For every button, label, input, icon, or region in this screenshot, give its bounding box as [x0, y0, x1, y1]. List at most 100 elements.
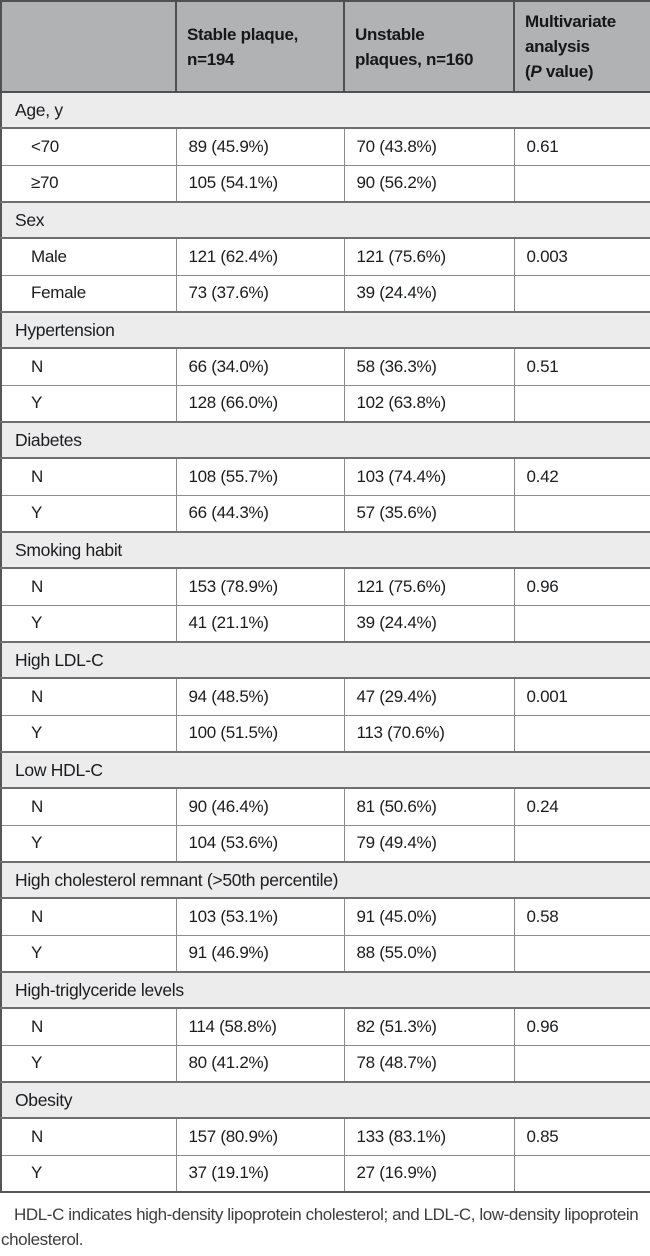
header-line: Unstable	[355, 24, 425, 44]
unstable-count-cell: 102 (63.8%)	[343, 384, 515, 423]
row-label-cell: Y	[0, 494, 177, 533]
row-label-cell: ≥70	[0, 164, 177, 203]
p-value-cell	[513, 164, 650, 203]
stable-count-cell: 41 (21.1%)	[175, 604, 345, 643]
stable-count-cell: 66 (34.0%)	[175, 347, 345, 386]
section-label: Sex	[1, 201, 650, 239]
stable-count-cell: 66 (44.3%)	[175, 494, 345, 533]
header-row: Stable plaque, n=194 Unstable plaques, n…	[0, 0, 650, 93]
table-row: Y 100 (51.5%) 113 (70.6%)	[0, 714, 650, 753]
unstable-count-cell: 113 (70.6%)	[343, 714, 515, 753]
stable-count-cell: 90 (46.4%)	[175, 787, 345, 826]
row-label-cell: N	[0, 457, 177, 496]
header-line: Stable plaque,	[187, 24, 299, 44]
p-value-cell: 0.96	[513, 1007, 650, 1046]
section-label: High LDL-C	[1, 641, 650, 679]
p-value-cell: 0.001	[513, 677, 650, 716]
row-label-cell: N	[0, 897, 177, 936]
p-value-cell	[513, 934, 650, 973]
stable-count-cell: 153 (78.9%)	[175, 567, 345, 606]
table-body: Age, y <70 89 (45.9%) 70 (43.8%) 0.61 ≥70 105 …	[0, 91, 650, 1193]
section-row: Smoking habit	[1, 531, 650, 569]
section-row: Low HDL-C	[1, 751, 650, 789]
table-row: Male 121 (62.4%) 121 (75.6%) 0.003	[0, 237, 650, 276]
unstable-count-cell: 121 (75.6%)	[343, 567, 515, 606]
section-label: Hypertension	[1, 311, 650, 349]
p-value-cell: 0.51	[513, 347, 650, 386]
table-row: Y 80 (41.2%) 78 (48.7%)	[0, 1044, 650, 1083]
unstable-count-cell: 88 (55.0%)	[343, 934, 515, 973]
p-value-cell	[513, 1154, 650, 1193]
unstable-count-cell: 79 (49.4%)	[343, 824, 515, 863]
stable-count-cell: 91 (46.9%)	[175, 934, 345, 973]
row-label-cell: Y	[0, 1154, 177, 1193]
row-label-cell: N	[0, 567, 177, 606]
stable-count-cell: 37 (19.1%)	[175, 1154, 345, 1193]
section-label: High-triglyceride levels	[1, 971, 650, 1009]
p-value-cell	[513, 824, 650, 863]
unstable-count-cell: 58 (36.3%)	[343, 347, 515, 386]
column-header-multivariate-analysis: Multivariate analysis (P value)	[513, 0, 650, 93]
row-label-cell: Y	[0, 384, 177, 423]
row-label-cell: N	[0, 1117, 177, 1156]
row-label-cell: Y	[0, 714, 177, 753]
section-label: Low HDL-C	[1, 751, 650, 789]
table-row: ≥70 105 (54.1%) 90 (56.2%)	[0, 164, 650, 203]
section-row: High cholesterol remnant (>50th percenti…	[1, 861, 650, 899]
row-label-cell: Y	[0, 1044, 177, 1083]
section-row: Sex	[1, 201, 650, 239]
unstable-count-cell: 82 (51.3%)	[343, 1007, 515, 1046]
p-value-cell	[513, 274, 650, 313]
unstable-count-cell: 57 (35.6%)	[343, 494, 515, 533]
section-row: Hypertension	[1, 311, 650, 349]
section-row: Age, y	[1, 91, 650, 129]
header-line: Multivariate	[525, 12, 616, 31]
row-label-cell: Y	[0, 824, 177, 863]
table-row: N 157 (80.9%) 133 (83.1%) 0.85	[0, 1117, 650, 1156]
section-row: High-triglyceride levels	[1, 971, 650, 1009]
unstable-count-cell: 39 (24.4%)	[343, 274, 515, 313]
section-label: Smoking habit	[1, 531, 650, 569]
stable-count-cell: 73 (37.6%)	[175, 274, 345, 313]
row-label-cell: Y	[0, 934, 177, 973]
p-value-cell	[513, 714, 650, 753]
row-label-cell: N	[0, 1007, 177, 1046]
unstable-count-cell: 90 (56.2%)	[343, 164, 515, 203]
p-italic: P	[530, 62, 542, 81]
unstable-count-cell: 103 (74.4%)	[343, 457, 515, 496]
table-row: Y 91 (46.9%) 88 (55.0%)	[0, 934, 650, 973]
table-row: N 114 (58.8%) 82 (51.3%) 0.96	[0, 1007, 650, 1046]
section-label: Diabetes	[1, 421, 650, 459]
stable-count-cell: 94 (48.5%)	[175, 677, 345, 716]
header-line: n=194	[187, 49, 235, 69]
stable-count-cell: 121 (62.4%)	[175, 237, 345, 276]
stable-count-cell: 105 (54.1%)	[175, 164, 345, 203]
stable-count-cell: 89 (45.9%)	[175, 127, 345, 166]
table-row: Y 41 (21.1%) 39 (24.4%)	[0, 604, 650, 643]
stable-count-cell: 80 (41.2%)	[175, 1044, 345, 1083]
column-header-empty	[0, 0, 177, 93]
section-label: High cholesterol remnant (>50th percenti…	[1, 861, 650, 899]
stable-count-cell: 100 (51.5%)	[175, 714, 345, 753]
unstable-count-cell: 121 (75.6%)	[343, 237, 515, 276]
header-line: analysis	[525, 37, 590, 56]
p-value-cell: 0.96	[513, 567, 650, 606]
section-label: Age, y	[1, 91, 650, 129]
stable-count-cell: 114 (58.8%)	[175, 1007, 345, 1046]
row-label-cell: Y	[0, 604, 177, 643]
stable-count-cell: 103 (53.1%)	[175, 897, 345, 936]
paren-open: (	[525, 62, 531, 81]
unstable-count-cell: 70 (43.8%)	[343, 127, 515, 166]
table-row: N 153 (78.9%) 121 (75.6%) 0.96	[0, 567, 650, 606]
unstable-count-cell: 47 (29.4%)	[343, 677, 515, 716]
table-row: Y 37 (19.1%) 27 (16.9%)	[0, 1154, 650, 1193]
unstable-count-cell: 39 (24.4%)	[343, 604, 515, 643]
table-row: N 103 (53.1%) 91 (45.0%) 0.58	[0, 897, 650, 936]
table-header: Stable plaque, n=194 Unstable plaques, n…	[0, 0, 650, 93]
table-footnote: HDL-C indicates high-density lipoprotein…	[1, 1205, 639, 1249]
row-label-cell: Female	[0, 274, 177, 313]
unstable-count-cell: 91 (45.0%)	[343, 897, 515, 936]
stable-count-cell: 108 (55.7%)	[175, 457, 345, 496]
table-row: N 94 (48.5%) 47 (29.4%) 0.001	[0, 677, 650, 716]
